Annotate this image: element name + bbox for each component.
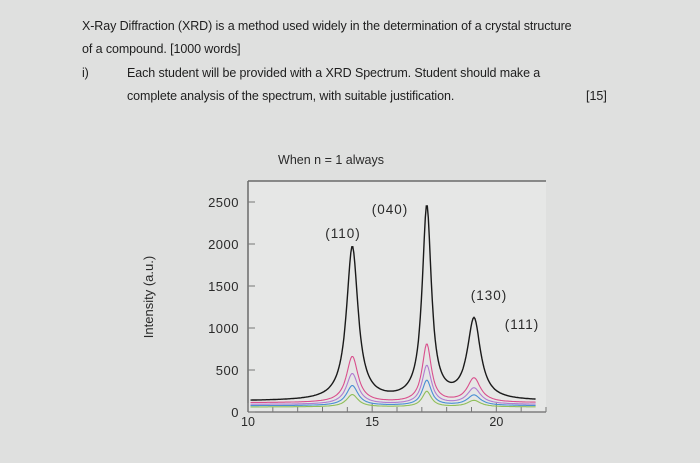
y-tick-label: 1500 [208, 279, 239, 294]
y-tick-label: 2500 [208, 195, 239, 210]
series-line [250, 379, 536, 407]
peak-label: (111) [505, 317, 540, 332]
chart-title: When n = 1 always [278, 153, 384, 167]
item-line-2: complete analysis of the spectrum, with … [127, 89, 455, 103]
y-axis-label: Intensity (a.u.) [141, 256, 156, 338]
peak-label: (110) [325, 226, 361, 241]
item-number: i) [82, 66, 89, 80]
item-line-1: Each student will be provided with a XRD… [127, 66, 541, 80]
chart-axes: 0 500 1000 1500 2000 2500 10 15 20 Intensity (a.u… [141, 180, 547, 429]
peak-label: (040) [372, 202, 409, 217]
question-line-1: X-Ray Diffraction (XRD) is a method used… [82, 19, 572, 33]
y-tick-label: 1000 [208, 321, 239, 336]
y-tick-label: 500 [216, 363, 239, 378]
plot-area [248, 181, 546, 412]
series-line [250, 390, 536, 408]
chart-labels: When n = 1 always (110) (040) (130) (111) [278, 153, 540, 332]
peak-label: (130) [471, 288, 508, 303]
question-line-2: of a compound. [1000 words] [82, 42, 241, 56]
y-tick-label: 2000 [208, 237, 239, 252]
y-tick-label: 0 [231, 405, 239, 420]
chart-series [250, 205, 536, 408]
series-line [250, 205, 536, 401]
series-line [250, 343, 536, 404]
x-tick-label: 15 [365, 415, 379, 429]
x-tick-label: 10 [241, 415, 255, 429]
x-tick-label: 20 [489, 415, 503, 429]
marks-label: [15] [586, 89, 607, 103]
series-line [250, 364, 536, 405]
